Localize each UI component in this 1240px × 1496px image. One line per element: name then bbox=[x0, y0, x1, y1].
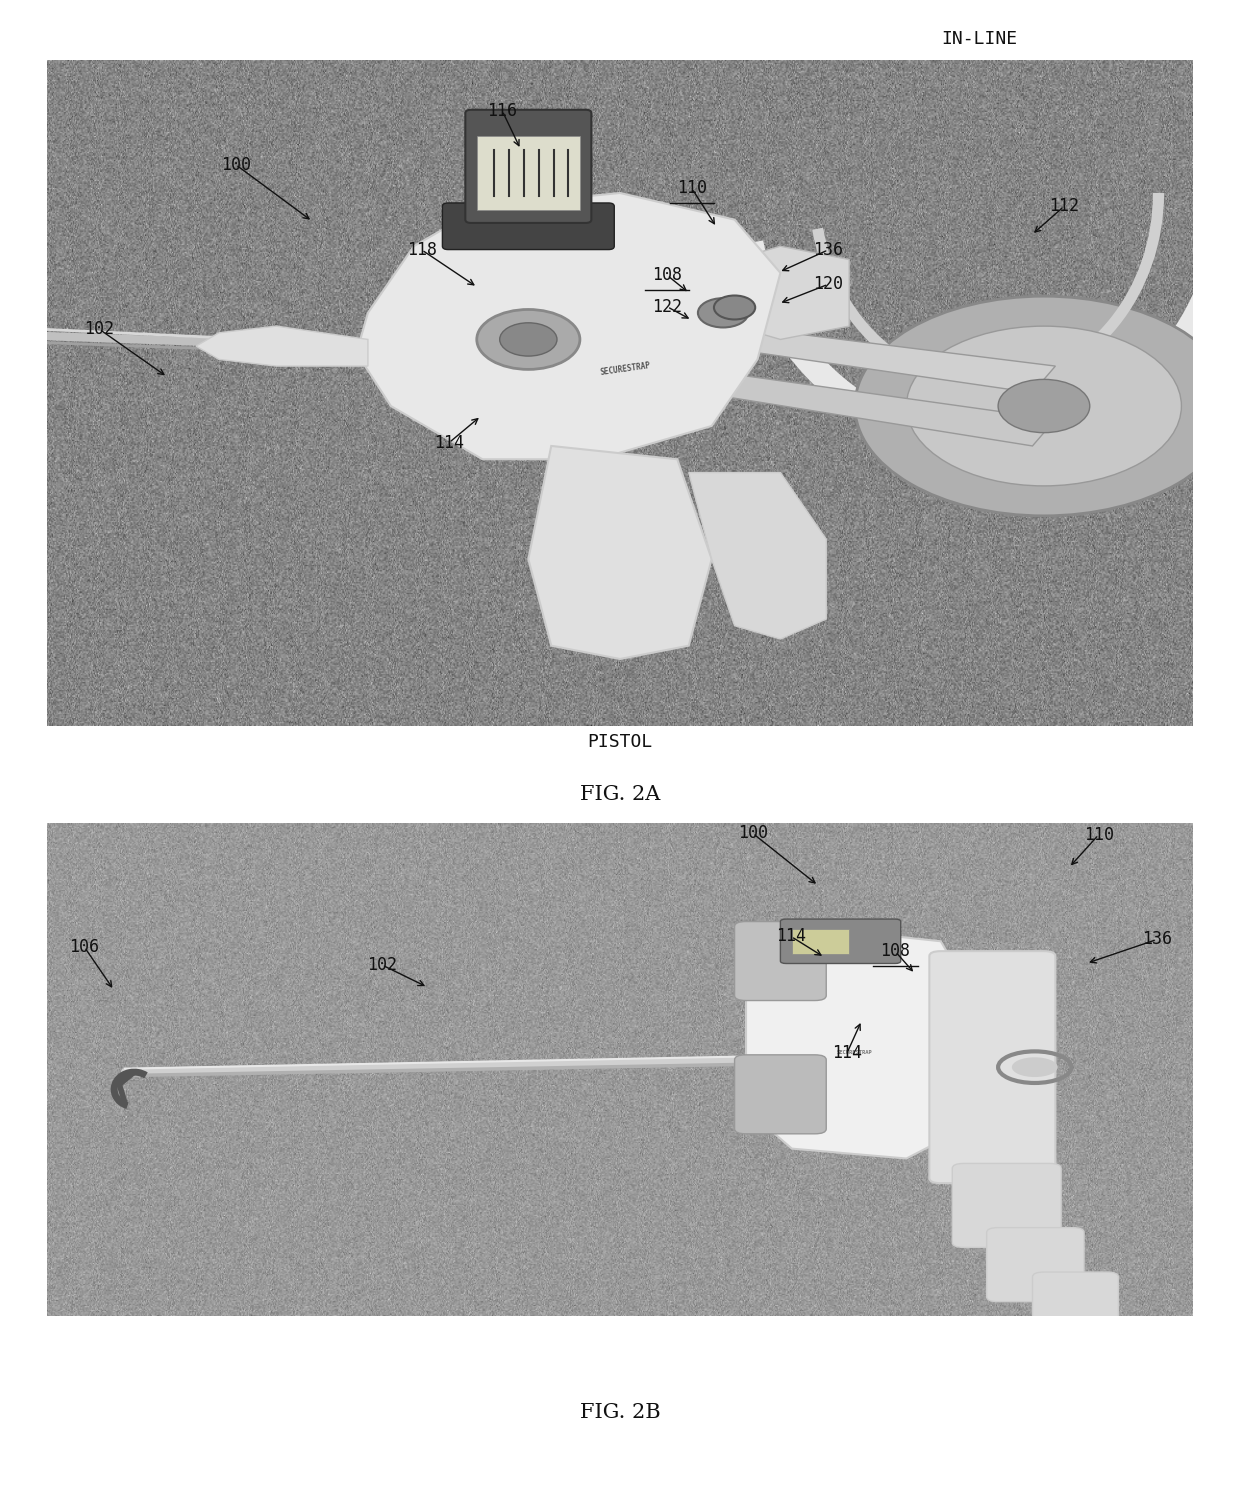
Text: 112: 112 bbox=[1049, 197, 1079, 215]
Text: FIG. 2B: FIG. 2B bbox=[579, 1403, 661, 1421]
Text: 136: 136 bbox=[813, 241, 843, 259]
Text: 110: 110 bbox=[1084, 826, 1114, 844]
Text: SECURESTRAP: SECURESTRAP bbox=[837, 1050, 873, 1055]
Text: 114: 114 bbox=[434, 434, 464, 452]
Circle shape bbox=[906, 326, 1182, 486]
Text: 116: 116 bbox=[487, 102, 517, 120]
Text: 100: 100 bbox=[738, 824, 768, 842]
Text: 136: 136 bbox=[1142, 931, 1172, 948]
Text: SECURESTRAP: SECURESTRAP bbox=[600, 362, 651, 377]
Polygon shape bbox=[356, 193, 780, 459]
Text: 114: 114 bbox=[776, 928, 806, 945]
Text: FIG. 2A: FIG. 2A bbox=[580, 785, 660, 803]
Polygon shape bbox=[746, 932, 963, 1158]
FancyBboxPatch shape bbox=[780, 919, 900, 963]
Text: 122: 122 bbox=[652, 298, 682, 316]
Text: 102: 102 bbox=[84, 320, 114, 338]
Text: 106: 106 bbox=[69, 938, 99, 956]
FancyBboxPatch shape bbox=[929, 951, 1055, 1183]
Polygon shape bbox=[734, 247, 849, 340]
Text: 110: 110 bbox=[677, 180, 707, 197]
Circle shape bbox=[500, 323, 557, 356]
FancyBboxPatch shape bbox=[465, 109, 591, 223]
Text: 120: 120 bbox=[813, 275, 843, 293]
FancyBboxPatch shape bbox=[734, 1055, 826, 1134]
Polygon shape bbox=[712, 326, 1055, 393]
Text: 108: 108 bbox=[880, 942, 910, 960]
Circle shape bbox=[1012, 1058, 1058, 1077]
Text: 100: 100 bbox=[221, 156, 250, 174]
Circle shape bbox=[714, 296, 755, 320]
Polygon shape bbox=[528, 446, 712, 658]
FancyBboxPatch shape bbox=[987, 1228, 1084, 1302]
FancyBboxPatch shape bbox=[1033, 1272, 1118, 1331]
Text: 108: 108 bbox=[652, 266, 682, 284]
Text: 118: 118 bbox=[407, 241, 436, 259]
Text: IN-LINE: IN-LINE bbox=[941, 30, 1018, 48]
Polygon shape bbox=[701, 373, 1055, 446]
Text: 102: 102 bbox=[367, 956, 397, 974]
FancyBboxPatch shape bbox=[734, 922, 826, 1001]
Circle shape bbox=[698, 298, 748, 328]
Polygon shape bbox=[688, 473, 826, 639]
Polygon shape bbox=[196, 326, 368, 367]
Circle shape bbox=[476, 310, 580, 370]
Circle shape bbox=[998, 380, 1090, 432]
Circle shape bbox=[854, 296, 1233, 516]
Text: PISTOL: PISTOL bbox=[588, 733, 652, 751]
FancyBboxPatch shape bbox=[952, 1164, 1061, 1248]
Text: 114: 114 bbox=[832, 1044, 862, 1062]
FancyBboxPatch shape bbox=[477, 136, 580, 209]
FancyBboxPatch shape bbox=[443, 203, 614, 250]
FancyBboxPatch shape bbox=[792, 929, 849, 953]
